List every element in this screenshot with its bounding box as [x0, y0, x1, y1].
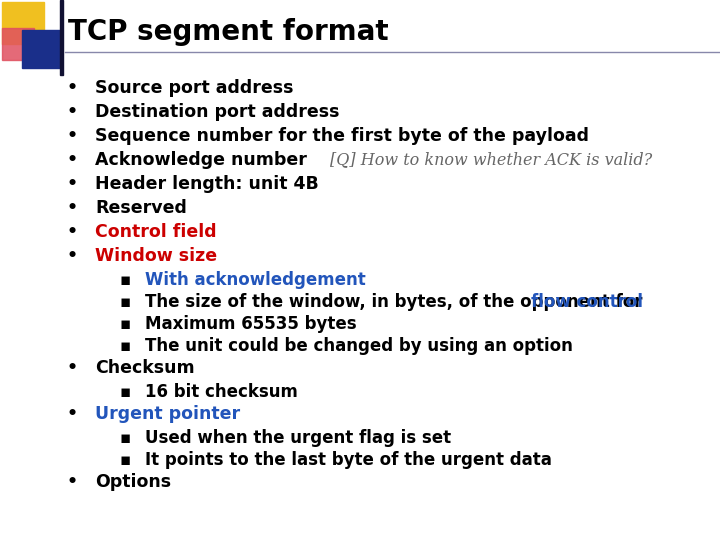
Text: Window size: Window size — [95, 247, 217, 265]
Text: •: • — [66, 199, 78, 217]
Text: 16 bit checksum: 16 bit checksum — [145, 383, 298, 401]
Text: •: • — [66, 175, 78, 193]
Text: Maximum 65535 bytes: Maximum 65535 bytes — [145, 315, 356, 333]
Bar — [2, 2, 44, 44]
Text: ▪: ▪ — [120, 337, 130, 355]
Text: Header length: unit 4B: Header length: unit 4B — [95, 175, 319, 193]
Text: •: • — [66, 359, 78, 377]
Text: Destination port address: Destination port address — [95, 103, 340, 121]
Text: •: • — [66, 247, 78, 265]
Text: TCP segment format: TCP segment format — [68, 18, 389, 46]
Bar — [2, 28, 34, 60]
Text: Used when the urgent flag is set: Used when the urgent flag is set — [145, 429, 451, 447]
Text: It points to the last byte of the urgent data: It points to the last byte of the urgent… — [145, 451, 552, 469]
Text: Acknowledge number: Acknowledge number — [95, 151, 307, 169]
Text: ▪: ▪ — [120, 271, 130, 289]
Text: ▪: ▪ — [120, 293, 130, 311]
Text: Reserved: Reserved — [95, 199, 187, 217]
Text: [Q] How to know whether ACK is valid?: [Q] How to know whether ACK is valid? — [330, 152, 652, 168]
Text: flow control: flow control — [531, 293, 642, 311]
Text: •: • — [66, 223, 78, 241]
Text: •: • — [66, 127, 78, 145]
Text: •: • — [66, 79, 78, 97]
Text: With acknowledgement: With acknowledgement — [145, 271, 366, 289]
Text: ▪: ▪ — [120, 451, 130, 469]
Text: Sequence number for the first byte of the payload: Sequence number for the first byte of th… — [95, 127, 589, 145]
Bar — [22, 30, 60, 68]
Text: •: • — [66, 473, 78, 491]
Bar — [60, 0, 63, 75]
Text: The unit could be changed by using an option: The unit could be changed by using an op… — [145, 337, 573, 355]
Text: •: • — [66, 103, 78, 121]
Text: The size of the window, in bytes, of the opponent for: The size of the window, in bytes, of the… — [145, 293, 648, 311]
Text: ▪: ▪ — [120, 429, 130, 447]
Text: •: • — [66, 405, 78, 423]
Text: ▪: ▪ — [120, 383, 130, 401]
Text: ▪: ▪ — [120, 315, 130, 333]
Text: Urgent pointer: Urgent pointer — [95, 405, 240, 423]
Text: Options: Options — [95, 473, 171, 491]
Text: Source port address: Source port address — [95, 79, 294, 97]
Text: Control field: Control field — [95, 223, 217, 241]
Text: Checksum: Checksum — [95, 359, 194, 377]
Text: •: • — [66, 151, 78, 169]
